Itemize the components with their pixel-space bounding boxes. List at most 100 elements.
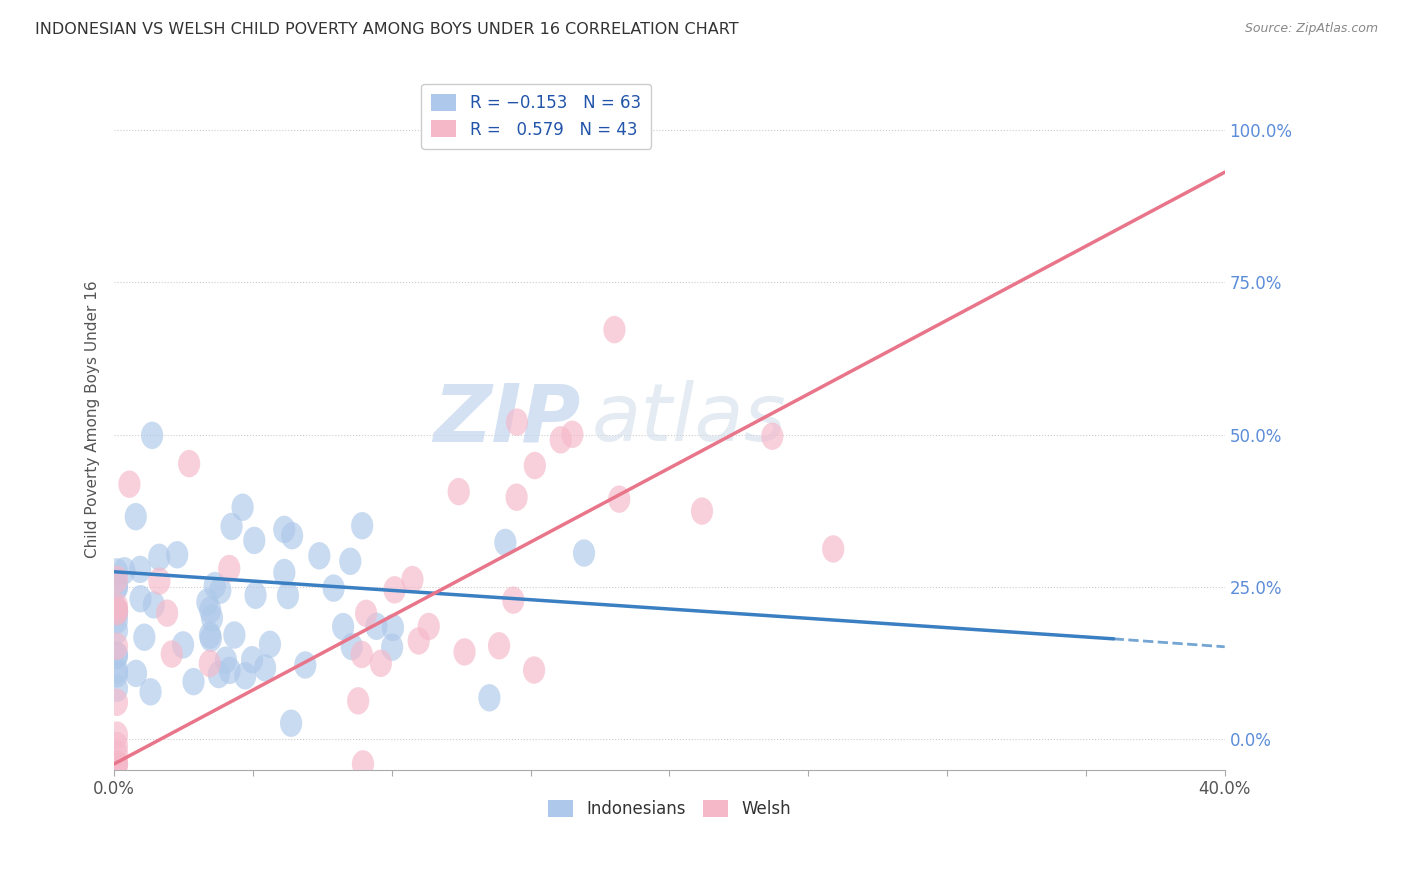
Ellipse shape <box>125 660 148 687</box>
Ellipse shape <box>224 622 246 648</box>
Ellipse shape <box>142 591 165 618</box>
Ellipse shape <box>259 631 281 658</box>
Ellipse shape <box>339 548 361 575</box>
Ellipse shape <box>105 642 128 669</box>
Ellipse shape <box>572 540 595 566</box>
Ellipse shape <box>401 566 423 593</box>
Ellipse shape <box>125 503 146 531</box>
Ellipse shape <box>166 541 188 568</box>
Ellipse shape <box>524 452 546 479</box>
Ellipse shape <box>243 526 266 554</box>
Ellipse shape <box>690 498 713 524</box>
Ellipse shape <box>105 599 128 625</box>
Ellipse shape <box>352 750 374 778</box>
Ellipse shape <box>139 678 162 706</box>
Ellipse shape <box>218 555 240 582</box>
Ellipse shape <box>382 614 404 641</box>
Ellipse shape <box>350 640 373 668</box>
Ellipse shape <box>105 750 128 778</box>
Ellipse shape <box>105 740 128 768</box>
Ellipse shape <box>105 599 128 625</box>
Ellipse shape <box>235 662 256 690</box>
Y-axis label: Child Poverty Among Boys Under 16: Child Poverty Among Boys Under 16 <box>86 280 100 558</box>
Ellipse shape <box>281 522 304 549</box>
Ellipse shape <box>347 687 370 714</box>
Ellipse shape <box>172 632 194 658</box>
Ellipse shape <box>105 573 128 600</box>
Ellipse shape <box>105 657 128 684</box>
Ellipse shape <box>118 470 141 498</box>
Ellipse shape <box>105 641 128 669</box>
Ellipse shape <box>761 423 783 450</box>
Ellipse shape <box>506 483 527 511</box>
Ellipse shape <box>245 582 267 609</box>
Text: Source: ZipAtlas.com: Source: ZipAtlas.com <box>1244 22 1378 36</box>
Ellipse shape <box>160 640 183 668</box>
Ellipse shape <box>240 646 263 673</box>
Text: atlas: atlas <box>592 380 786 458</box>
Ellipse shape <box>105 574 128 601</box>
Legend: Indonesians, Welsh: Indonesians, Welsh <box>541 793 797 825</box>
Ellipse shape <box>105 566 128 593</box>
Text: INDONESIAN VS WELSH CHILD POVERTY AMONG BOYS UNDER 16 CORRELATION CHART: INDONESIAN VS WELSH CHILD POVERTY AMONG … <box>35 22 738 37</box>
Ellipse shape <box>273 516 295 543</box>
Ellipse shape <box>105 597 128 624</box>
Ellipse shape <box>105 732 128 759</box>
Ellipse shape <box>408 627 430 655</box>
Ellipse shape <box>506 409 529 436</box>
Ellipse shape <box>105 558 128 585</box>
Ellipse shape <box>418 613 440 640</box>
Ellipse shape <box>488 632 510 659</box>
Ellipse shape <box>823 535 845 563</box>
Ellipse shape <box>197 589 218 615</box>
Ellipse shape <box>221 513 243 541</box>
Ellipse shape <box>156 599 179 627</box>
Ellipse shape <box>204 572 226 599</box>
Ellipse shape <box>198 649 221 677</box>
Ellipse shape <box>273 558 295 586</box>
Text: ZIP: ZIP <box>433 380 581 458</box>
Ellipse shape <box>209 576 232 604</box>
Ellipse shape <box>208 661 231 689</box>
Ellipse shape <box>114 557 135 584</box>
Ellipse shape <box>561 421 583 448</box>
Ellipse shape <box>105 616 128 644</box>
Ellipse shape <box>148 567 170 595</box>
Ellipse shape <box>495 529 516 556</box>
Ellipse shape <box>201 604 224 632</box>
Ellipse shape <box>105 722 128 748</box>
Ellipse shape <box>200 624 222 652</box>
Ellipse shape <box>308 542 330 569</box>
Ellipse shape <box>332 613 354 640</box>
Ellipse shape <box>105 632 128 660</box>
Ellipse shape <box>370 649 392 677</box>
Ellipse shape <box>352 512 373 540</box>
Ellipse shape <box>129 556 152 583</box>
Ellipse shape <box>105 596 128 624</box>
Ellipse shape <box>384 576 406 604</box>
Ellipse shape <box>354 599 377 627</box>
Ellipse shape <box>105 750 128 778</box>
Ellipse shape <box>105 689 128 716</box>
Ellipse shape <box>183 668 205 696</box>
Ellipse shape <box>502 586 524 614</box>
Ellipse shape <box>340 632 363 660</box>
Ellipse shape <box>179 450 200 477</box>
Ellipse shape <box>453 638 475 665</box>
Ellipse shape <box>366 613 388 640</box>
Ellipse shape <box>218 657 240 684</box>
Ellipse shape <box>105 660 128 688</box>
Ellipse shape <box>105 674 128 702</box>
Ellipse shape <box>254 654 276 681</box>
Ellipse shape <box>523 657 546 684</box>
Ellipse shape <box>200 596 221 624</box>
Ellipse shape <box>105 607 128 634</box>
Ellipse shape <box>277 582 299 609</box>
Ellipse shape <box>105 599 128 625</box>
Ellipse shape <box>148 543 170 571</box>
Ellipse shape <box>322 574 344 602</box>
Ellipse shape <box>550 426 572 453</box>
Ellipse shape <box>294 651 316 679</box>
Ellipse shape <box>134 624 156 651</box>
Ellipse shape <box>141 422 163 449</box>
